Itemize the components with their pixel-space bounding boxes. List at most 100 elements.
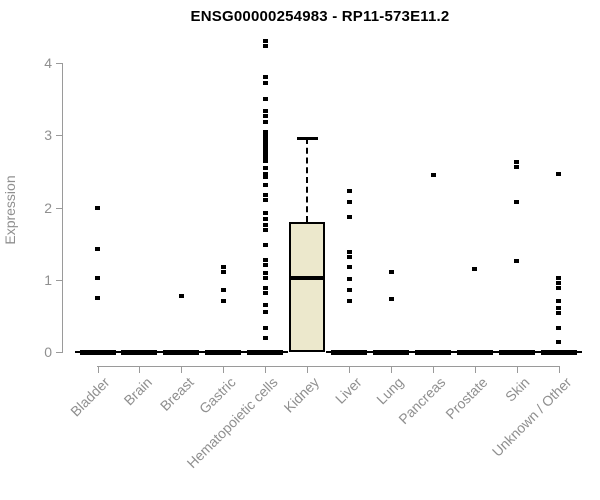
outlier-point bbox=[262, 155, 268, 160]
outlier-point bbox=[346, 214, 352, 219]
y-tick bbox=[56, 352, 62, 353]
x-tick bbox=[391, 366, 393, 373]
outlier-point bbox=[430, 172, 436, 177]
outlier-point bbox=[556, 281, 562, 286]
outlier-point bbox=[95, 206, 100, 211]
outlier-point bbox=[346, 249, 352, 254]
outlier-point bbox=[472, 266, 478, 271]
zero-bar bbox=[163, 349, 200, 355]
outlier-point bbox=[220, 269, 226, 274]
outlier-point bbox=[514, 258, 520, 263]
outlier-point bbox=[388, 297, 394, 302]
outlier-point bbox=[220, 299, 226, 304]
outlier-point bbox=[262, 149, 268, 154]
y-tick-label: 4 bbox=[44, 55, 52, 71]
median-line bbox=[289, 276, 326, 281]
zero-bar bbox=[373, 349, 410, 355]
outlier-point bbox=[262, 97, 268, 102]
outlier-point bbox=[262, 146, 268, 151]
zero-bar bbox=[205, 349, 242, 355]
outlier-point bbox=[262, 171, 268, 176]
y-tick-label: 1 bbox=[44, 271, 52, 288]
outlier-point bbox=[556, 299, 562, 304]
x-tick bbox=[558, 366, 560, 373]
zero-bar bbox=[456, 349, 493, 355]
outlier-point bbox=[262, 152, 268, 157]
outlier-point bbox=[262, 291, 268, 296]
x-category-label: Brain bbox=[120, 374, 155, 409]
outlier-point bbox=[262, 286, 268, 291]
y-tick bbox=[56, 63, 62, 64]
x-tick bbox=[139, 366, 141, 373]
outlier-point bbox=[556, 310, 562, 315]
outlier-point bbox=[262, 129, 268, 134]
outlier-point bbox=[262, 276, 268, 281]
outlier-point bbox=[262, 303, 268, 308]
outlier-point bbox=[556, 326, 562, 331]
outlier-point bbox=[95, 276, 100, 281]
whisker-line bbox=[306, 138, 309, 222]
outlier-point bbox=[262, 75, 268, 80]
outlier-point bbox=[262, 109, 268, 114]
x-tick bbox=[223, 366, 225, 373]
x-tick bbox=[516, 366, 518, 373]
y-tick-label: 3 bbox=[44, 127, 52, 144]
y-tick-label: 2 bbox=[44, 199, 52, 216]
outlier-point bbox=[262, 158, 268, 163]
chart-title: ENSG00000254983 - RP11-573E11.2 bbox=[190, 8, 450, 25]
outlier-point bbox=[346, 277, 352, 282]
x-tick bbox=[433, 366, 435, 373]
x-tick bbox=[307, 366, 309, 373]
zero-bar bbox=[498, 349, 535, 355]
outlier-point bbox=[262, 166, 268, 171]
outlier-point bbox=[262, 132, 268, 137]
outlier-point bbox=[346, 255, 352, 260]
outlier-point bbox=[556, 171, 562, 176]
y-axis-line bbox=[62, 63, 63, 353]
outlier-point bbox=[346, 287, 352, 292]
outlier-point bbox=[514, 165, 520, 170]
outlier-point bbox=[262, 119, 268, 124]
outlier-point bbox=[556, 275, 562, 280]
outlier-point bbox=[262, 138, 268, 143]
outlier-point bbox=[220, 264, 226, 269]
outlier-point bbox=[388, 269, 394, 274]
outlier-point bbox=[262, 81, 268, 86]
outlier-point bbox=[178, 294, 184, 299]
x-category-label: Liver bbox=[331, 374, 365, 407]
outlier-point bbox=[262, 198, 268, 203]
x-category-label: Breast bbox=[156, 374, 197, 414]
outlier-point bbox=[262, 43, 268, 48]
zero-bar bbox=[540, 349, 577, 355]
x-tick bbox=[181, 366, 183, 373]
zero-bar bbox=[415, 349, 452, 355]
y-tick bbox=[56, 207, 62, 209]
outlier-point bbox=[514, 200, 520, 205]
zero-bar bbox=[79, 349, 116, 355]
x-category-label: Kidney bbox=[280, 374, 323, 416]
outlier-point bbox=[262, 271, 268, 276]
outlier-point bbox=[95, 246, 100, 251]
whisker-cap bbox=[297, 137, 319, 141]
outlier-point bbox=[262, 135, 268, 140]
outlier-point bbox=[262, 227, 268, 232]
outlier-point bbox=[262, 257, 268, 262]
outlier-point bbox=[556, 339, 562, 344]
outlier-point bbox=[514, 159, 520, 164]
y-tick bbox=[56, 135, 62, 137]
x-tick bbox=[265, 366, 267, 373]
outlier-point bbox=[262, 193, 268, 198]
outlier-point bbox=[262, 175, 268, 180]
outlier-point bbox=[95, 295, 100, 300]
box bbox=[289, 221, 326, 352]
x-category-label: Unknown / Other bbox=[488, 374, 575, 460]
x-tick bbox=[474, 366, 476, 373]
outlier-point bbox=[220, 287, 226, 292]
outlier-point bbox=[346, 298, 352, 303]
outlier-point bbox=[262, 326, 268, 331]
outlier-point bbox=[346, 264, 352, 269]
x-tick bbox=[97, 366, 99, 373]
x-category-label: Lung bbox=[373, 374, 407, 408]
